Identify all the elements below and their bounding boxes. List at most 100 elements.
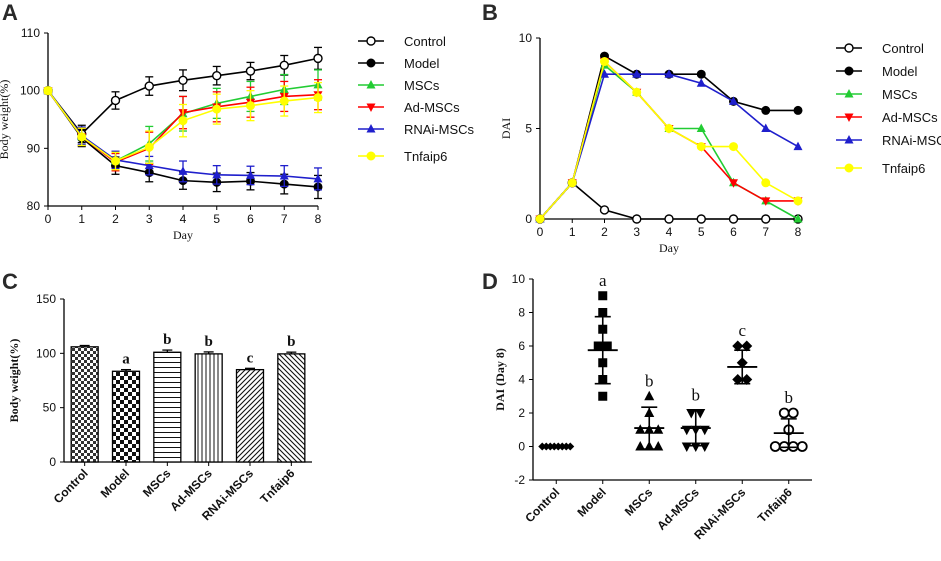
panel-letter-a: A xyxy=(2,0,18,25)
series-line xyxy=(539,54,798,220)
legend-label: MSCs xyxy=(882,87,918,102)
x-tick-label: Tnfaip6 xyxy=(257,466,297,506)
significance-label: b xyxy=(287,334,295,350)
data-point xyxy=(632,69,642,78)
x-tick-label: 0 xyxy=(537,225,544,239)
legend-marker xyxy=(366,58,376,68)
legend-label: Control xyxy=(404,34,446,49)
legend-marker xyxy=(366,124,376,133)
data-point xyxy=(729,179,738,188)
data-point xyxy=(741,374,753,385)
data-point xyxy=(699,425,710,436)
x-tick-label: 8 xyxy=(795,225,802,239)
x-tick-label: Control xyxy=(51,466,91,506)
y-tick-label: 80 xyxy=(27,199,41,213)
y-tick-label: 5 xyxy=(525,122,532,136)
legend-item-rnai-mscs: RNAi-MSCs xyxy=(358,122,475,137)
legend-marker xyxy=(366,151,376,161)
bar xyxy=(111,370,141,463)
bar xyxy=(277,353,306,463)
data-point xyxy=(111,156,120,166)
x-tick-label: MSCs xyxy=(622,485,656,519)
x-tick-label: 6 xyxy=(730,225,737,239)
series-model xyxy=(535,51,803,224)
x-tick-label: Control xyxy=(522,485,562,525)
data-point xyxy=(593,341,603,351)
significance-label: b xyxy=(204,334,212,350)
legend-label: Model xyxy=(404,56,440,71)
y-tick-label: 8 xyxy=(518,306,525,320)
legend-item-tnfaip6: Tnfaip6 xyxy=(836,161,925,176)
data-point xyxy=(632,87,642,97)
data-point xyxy=(598,291,608,301)
panel-letter-d: D xyxy=(482,269,498,294)
y-tick-label: 50 xyxy=(43,401,57,415)
legend-label: Tnfaip6 xyxy=(882,161,925,176)
x-tick-label: 4 xyxy=(666,225,673,239)
legend-label: RNAi-MSCs xyxy=(404,122,475,137)
x-tick-label: 7 xyxy=(281,212,288,226)
data-point xyxy=(246,101,255,111)
legend-label: Tnfaip6 xyxy=(404,149,447,164)
y-tick-label: 100 xyxy=(36,346,56,360)
data-point xyxy=(761,105,771,115)
y-tick-label: 2 xyxy=(518,406,525,420)
data-point xyxy=(632,214,642,224)
data-point xyxy=(729,142,738,152)
data-point xyxy=(279,171,289,180)
legend-label: Ad-MSCs xyxy=(882,110,938,125)
data-point xyxy=(43,86,53,96)
significance-label: a xyxy=(122,352,130,368)
data-point xyxy=(761,178,771,188)
legend-label: MSCs xyxy=(404,78,440,93)
data-point xyxy=(729,96,738,105)
data-point xyxy=(144,160,154,170)
data-point xyxy=(279,96,289,106)
data-point xyxy=(653,424,664,434)
legend-marker xyxy=(844,89,854,98)
legend-item-mscs: MSCs xyxy=(836,87,918,102)
data-point xyxy=(144,142,154,152)
series-rnai-mscs xyxy=(535,69,803,223)
y-tick-label: 0 xyxy=(518,440,525,454)
data-point xyxy=(602,341,612,351)
legend-marker xyxy=(366,80,376,89)
y-tick-label: 100 xyxy=(20,84,40,98)
x-tick-label: 2 xyxy=(112,212,119,226)
legend-marker xyxy=(844,135,854,144)
y-axis-label: Body weight(%) xyxy=(7,339,21,423)
legend-label: Model xyxy=(882,64,918,79)
data-point xyxy=(246,170,255,179)
data-point xyxy=(787,407,799,419)
series-line xyxy=(539,60,799,220)
data-point xyxy=(728,214,739,224)
x-tick-label: 6 xyxy=(247,212,254,226)
data-point xyxy=(681,442,692,452)
data-point xyxy=(535,214,545,224)
legend-item-tnfaip6: Tnfaip6 xyxy=(358,149,447,164)
bar xyxy=(235,368,265,463)
significance-label: c xyxy=(247,350,254,366)
x-tick-label: 3 xyxy=(633,225,640,239)
significance-label: a xyxy=(599,271,607,290)
data-point xyxy=(600,69,609,78)
x-tick-label: Ad-MSCs xyxy=(654,485,702,533)
data-point xyxy=(695,409,706,419)
data-point xyxy=(732,340,744,352)
legend-item-control: Control xyxy=(358,34,446,49)
data-point xyxy=(110,95,121,106)
legend-item-model: Model xyxy=(358,56,440,71)
data-point xyxy=(696,214,706,224)
y-axis-label: DAI (Day 8) xyxy=(493,348,507,411)
y-axis-label: DAI xyxy=(499,118,513,139)
data-point xyxy=(313,173,323,183)
data-point xyxy=(793,214,803,223)
data-point xyxy=(664,124,674,133)
legend-label: Control xyxy=(882,41,924,56)
data-point xyxy=(635,441,646,451)
data-point xyxy=(245,66,256,76)
data-point xyxy=(793,105,803,115)
y-tick-label: 110 xyxy=(21,26,40,40)
data-point xyxy=(598,391,608,401)
data-point xyxy=(635,424,646,434)
